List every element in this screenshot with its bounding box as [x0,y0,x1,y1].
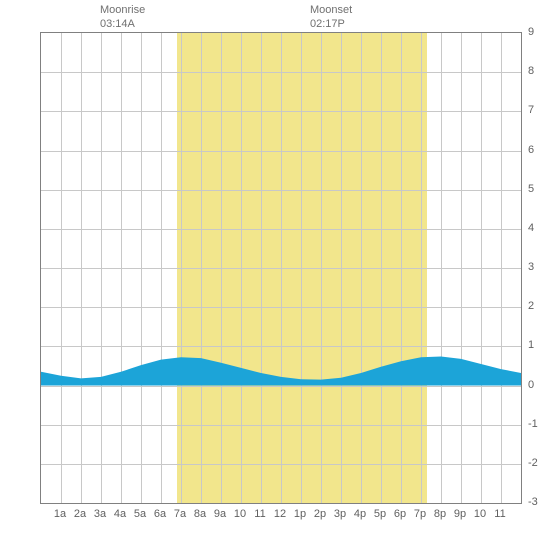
x-tick-label: 5a [134,508,146,520]
y-tick-label: -3 [528,496,538,508]
x-tick-label: 3a [94,508,106,520]
y-tick-label: 7 [528,104,534,116]
x-tick-label: 4p [354,508,366,520]
x-tick-label: 11 [254,508,265,520]
y-tick-label: 6 [528,144,534,156]
y-tick-label: 0 [528,379,534,391]
moonrise-annotation: Moonrise 03:14A [100,3,145,32]
moonrise-label: Moonrise [100,4,145,16]
tide-chart: Moonrise 03:14A Moonset 02:17P 1a 2a 3a 4a 5… [0,0,550,550]
moonset-annotation: Moonset 02:17P [310,3,352,32]
x-tick-label: 9a [214,508,226,520]
x-tick-label: 12 [274,508,286,520]
x-tick-label: 2p [314,508,326,520]
x-tick-label: 5p [374,508,386,520]
y-tick-label: 8 [528,65,534,77]
x-tick-label: 10 [234,508,246,520]
x-tick-label: 6p [394,508,406,520]
x-tick-label: 7a [174,508,186,520]
x-tick-label: 2a [74,508,86,520]
tide-area [41,33,521,503]
plot-area [40,32,522,504]
y-tick-label: -1 [528,418,538,430]
x-tick-label: 1p [294,508,306,520]
x-tick-label: 3p [334,508,346,520]
y-tick-label: 9 [528,26,534,38]
y-tick-label: -2 [528,457,538,469]
x-tick-label: 8p [434,508,446,520]
x-tick-label: 1a [54,508,66,520]
y-tick-label: 5 [528,183,534,195]
x-tick-label: 6a [154,508,166,520]
y-tick-label: 4 [528,222,534,234]
y-tick-label: 3 [528,261,534,273]
x-tick-label: 7p [414,508,426,520]
moonset-label: Moonset [310,4,352,16]
x-tick-label: 8a [194,508,206,520]
moonset-time: 02:17P [310,18,345,30]
x-tick-label: 4a [114,508,126,520]
x-tick-label: 10 [474,508,486,520]
x-tick-label: 9p [454,508,466,520]
y-tick-label: 2 [528,300,534,312]
moonrise-time: 03:14A [100,18,135,30]
y-tick-label: 1 [528,339,534,351]
x-tick-label: 11 [494,508,505,520]
